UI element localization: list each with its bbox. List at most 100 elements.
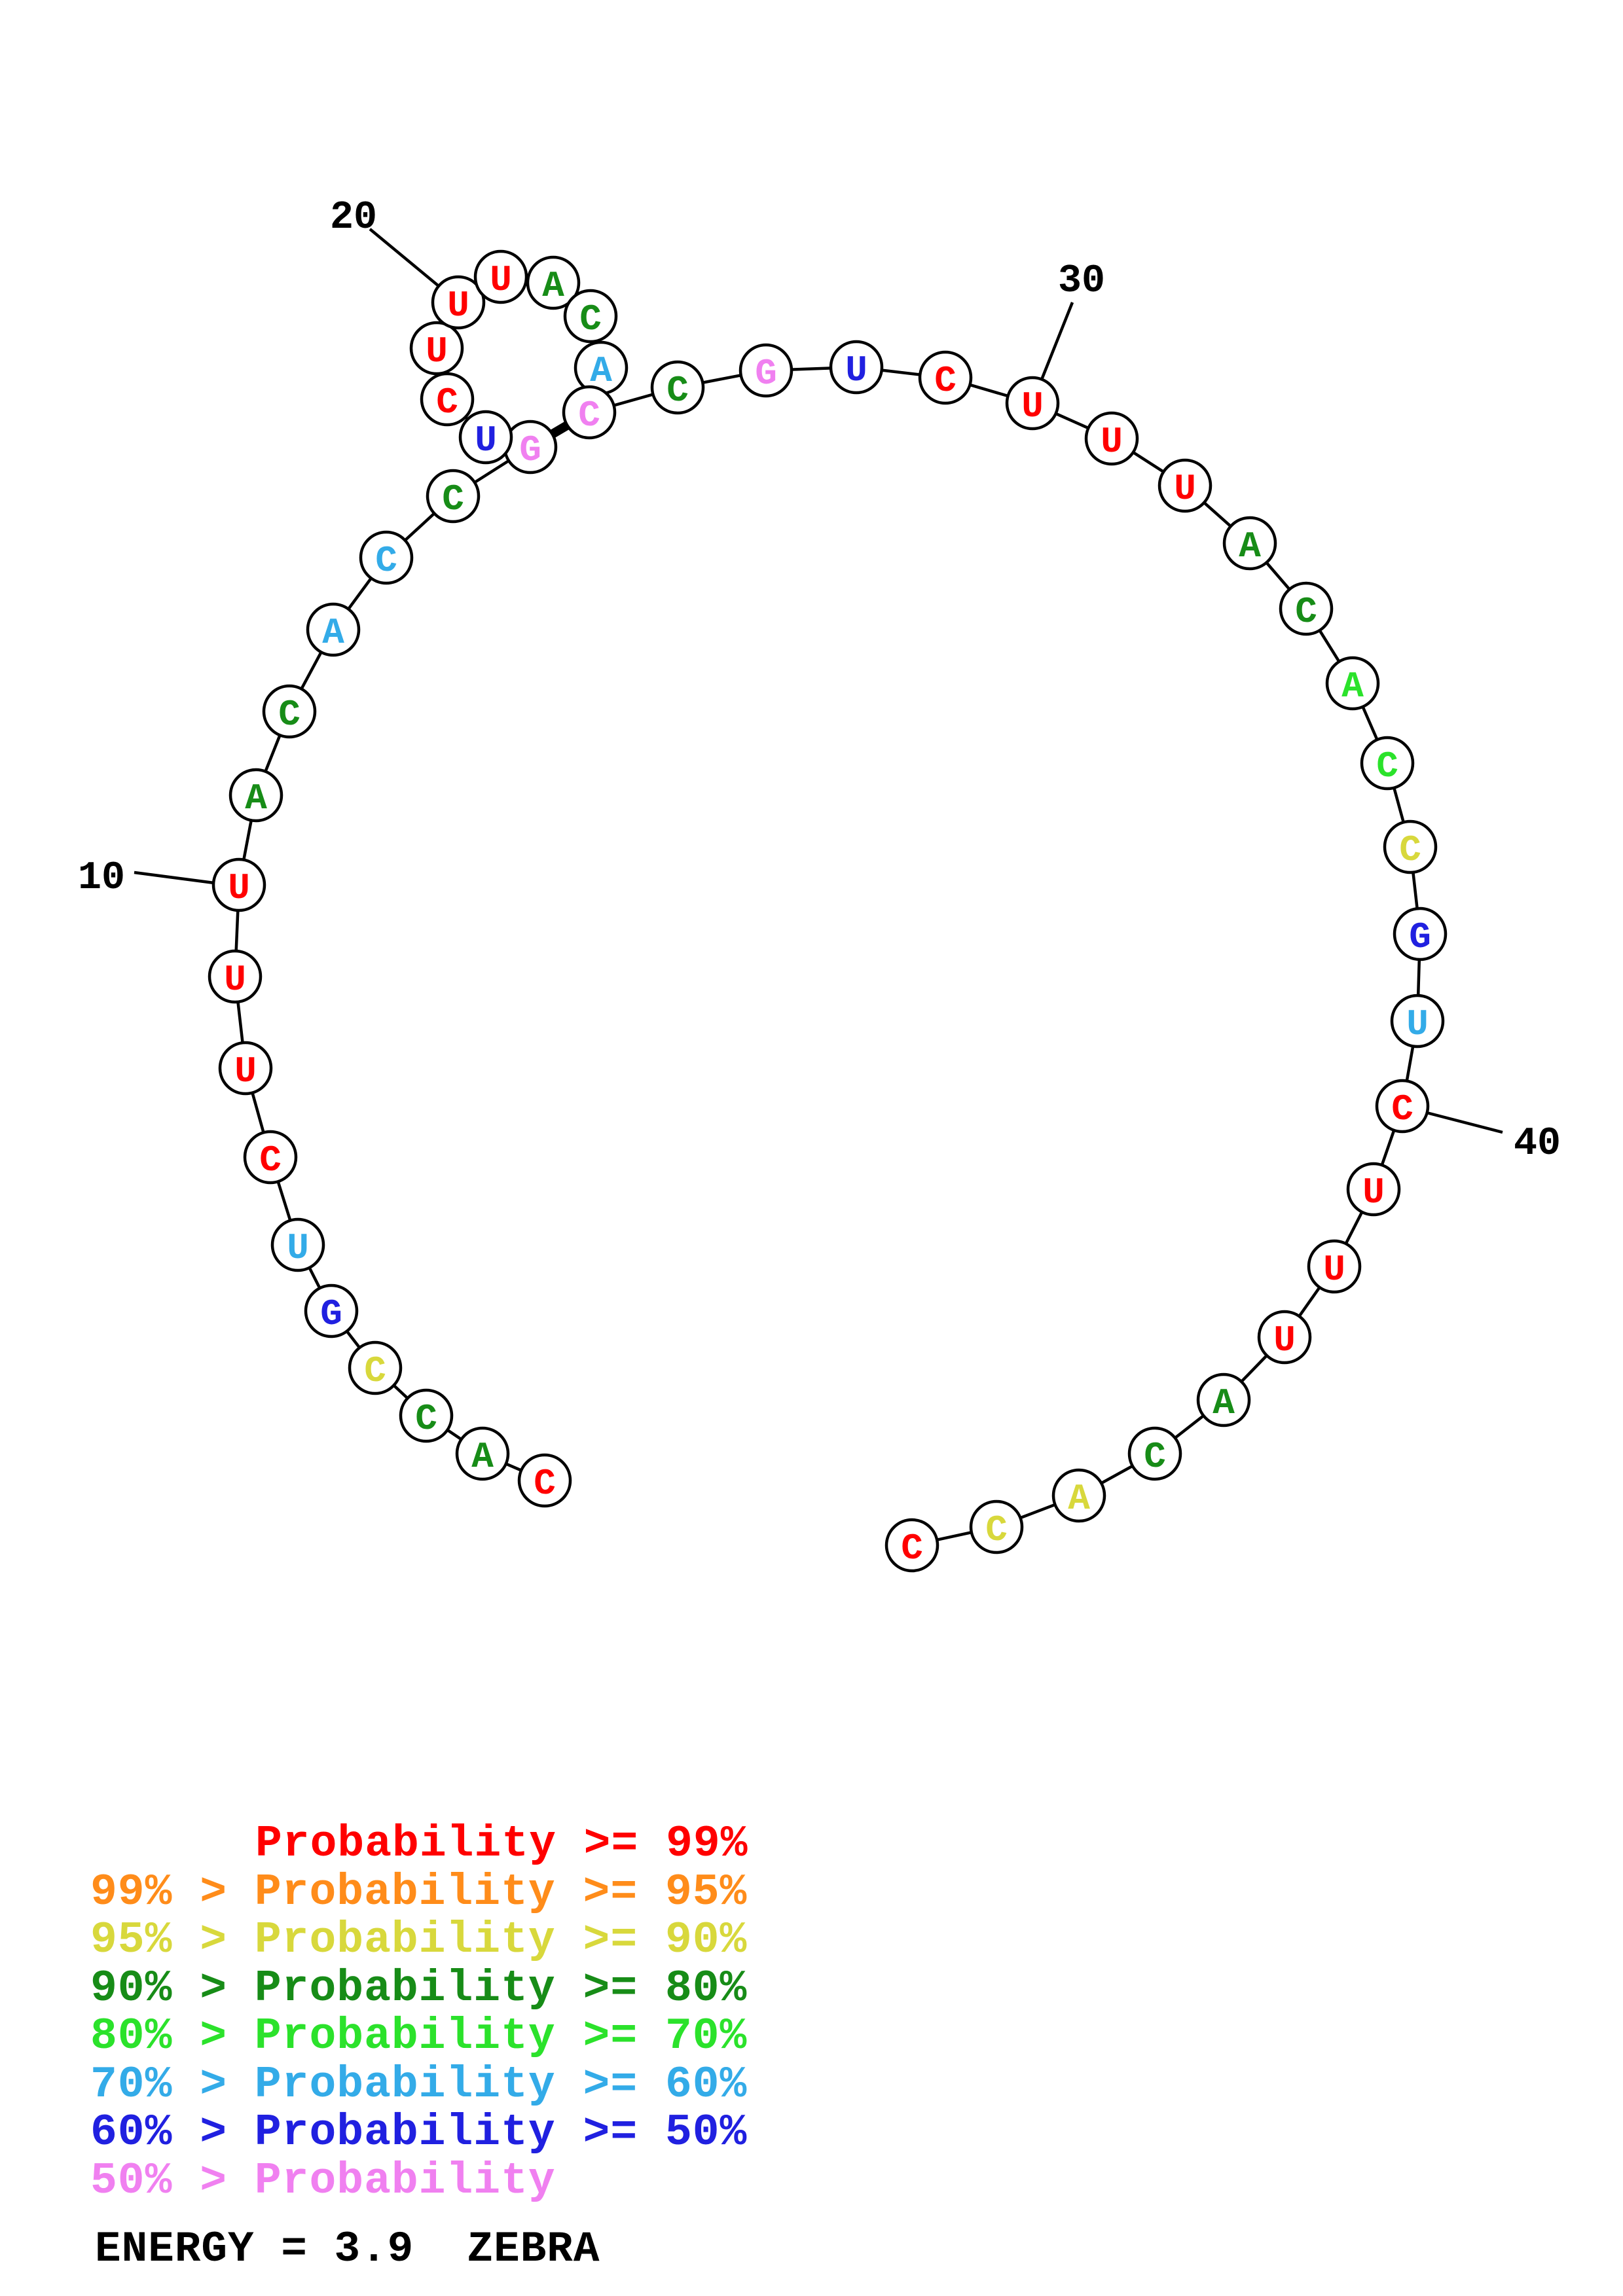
nucleotide-circle	[1375, 1079, 1430, 1134]
nucleotide-36: C	[1360, 736, 1415, 791]
nucleotide-base: U	[426, 331, 448, 372]
legend-row-2: 99% > Probability >= 95%	[90, 1867, 748, 1918]
nucleotide-circle	[431, 275, 486, 330]
nucleotide-base: U	[1362, 1172, 1385, 1213]
nucleotide-circle	[562, 385, 617, 440]
nucleotide-circle	[473, 249, 528, 304]
nucleotide-base: A	[1341, 666, 1364, 708]
nucleotide-6: U	[270, 1217, 325, 1272]
nucleotide-48: C	[884, 1518, 939, 1573]
nucleotide-43: U	[1257, 1310, 1312, 1365]
nucleotide-circle	[1383, 819, 1438, 874]
nucleotide-circle	[1005, 376, 1060, 431]
nucleotide-42: U	[1307, 1239, 1362, 1294]
nucleotide-circle	[348, 1340, 403, 1395]
nucleotide-circle	[1346, 1162, 1401, 1217]
nucleotide-base: C	[278, 694, 301, 736]
nucleotide-circle	[426, 469, 481, 524]
nucleotide-7: C	[243, 1130, 298, 1185]
position-label-line-40	[1426, 1111, 1503, 1134]
nucleotide-35: A	[1325, 656, 1380, 711]
nucleotide-circle	[739, 343, 793, 398]
nucleotide-17: U	[458, 410, 513, 465]
nucleotide-base: A	[471, 1436, 494, 1478]
nucleotide-circle	[399, 1388, 454, 1443]
nucleotide-14: C	[359, 530, 414, 585]
nucleotide-circle	[306, 602, 361, 657]
legend-row-6: 70% > Probability >= 60%	[90, 2059, 748, 2110]
nucleotide-base: C	[1295, 591, 1317, 633]
nucleotide-circle	[1393, 906, 1448, 961]
position-label-20: 20	[330, 196, 377, 240]
nucleotide-circle	[563, 289, 618, 344]
nucleotide-base: C	[364, 1350, 386, 1392]
legend-row-3: 95% > Probability >= 90%	[90, 1915, 748, 1965]
nucleotide-base: A	[590, 350, 612, 392]
nucleotide-base: U	[1273, 1319, 1296, 1361]
nucleotide-base: U	[234, 1050, 257, 1092]
nucleotide-circle	[304, 1283, 359, 1338]
nucleotide-circle	[458, 410, 513, 465]
legend-row-7: 60% > Probability >= 50%	[90, 2108, 748, 2158]
position-label-line-20	[369, 228, 440, 287]
nucleotide-base: C	[436, 382, 458, 423]
nucleotide-39: U	[1390, 994, 1445, 1049]
nucleotide-circle	[359, 530, 414, 585]
nucleotide-base: C	[985, 1509, 1008, 1551]
nucleotide-circle	[1158, 458, 1213, 513]
nucleotide-circle	[420, 372, 475, 427]
nucleotide-base: C	[934, 360, 957, 402]
legend-row-5: 80% > Probability >= 70%	[90, 2011, 748, 2062]
nucleotide-base: U	[1101, 421, 1123, 463]
nucleotide-base: C	[901, 1528, 923, 1570]
nucleotide-base: A	[322, 612, 344, 654]
nucleotide-base: U	[1021, 386, 1044, 427]
nucleotide-base: U	[1174, 468, 1196, 510]
nucleotide-28: U	[829, 340, 884, 395]
nucleotide-base: C	[375, 540, 397, 582]
nucleotide-base: U	[490, 259, 512, 301]
nucleotide-base: C	[579, 298, 602, 340]
nucleotide-38: G	[1393, 906, 1448, 961]
nucleotide-circle	[918, 350, 973, 405]
nucleotide-base: G	[320, 1293, 342, 1335]
nucleotide-3: C	[399, 1388, 454, 1443]
nucleotide-circle	[1360, 736, 1415, 791]
nucleotide-32: U	[1158, 458, 1213, 513]
nucleotide-8: U	[218, 1041, 273, 1096]
legend-row-8: 50% > Probability	[90, 2155, 556, 2206]
nucleotide-30: U	[1005, 376, 1060, 431]
nucleotide-19: U	[409, 321, 464, 376]
nucleotide-29: C	[918, 350, 973, 405]
nucleotide-circle	[243, 1130, 298, 1185]
nucleotide-21: U	[473, 249, 528, 304]
nucleotide-4: C	[348, 1340, 403, 1395]
nucleotide-16: G	[503, 420, 558, 475]
nucleotide-18: C	[420, 372, 475, 427]
nucleotide-11: A	[228, 768, 283, 823]
nucleotide-base: U	[1406, 1003, 1429, 1045]
nucleotide-circle	[455, 1426, 510, 1481]
nucleotide-24: A	[574, 340, 629, 395]
nucleotide-9: U	[208, 949, 263, 1004]
nucleotide-circle	[1051, 1468, 1106, 1523]
nucleotide-base: C	[415, 1398, 437, 1440]
position-label-10: 10	[78, 856, 125, 901]
nucleotide-circle	[526, 255, 581, 310]
nucleotide-base: U	[287, 1227, 309, 1269]
nucleotide-20: U	[431, 275, 486, 330]
nucleotide-base: A	[1068, 1478, 1090, 1520]
nucleotide-40: C	[1375, 1079, 1430, 1134]
nucleotide-base: U	[224, 959, 246, 1001]
nucleotide-circle	[262, 684, 317, 739]
nucleotide-base: C	[1376, 745, 1398, 787]
nucleotide-base: A	[542, 265, 564, 307]
nucleotide-base: C	[1144, 1436, 1166, 1478]
nucleotide-base: U	[475, 420, 497, 461]
legend-row-1: Probability >= 99%	[255, 1819, 748, 1869]
nucleotide-circle	[969, 1499, 1024, 1554]
nucleotide-base: C	[578, 395, 600, 437]
nucleotide-base: U	[228, 867, 250, 909]
